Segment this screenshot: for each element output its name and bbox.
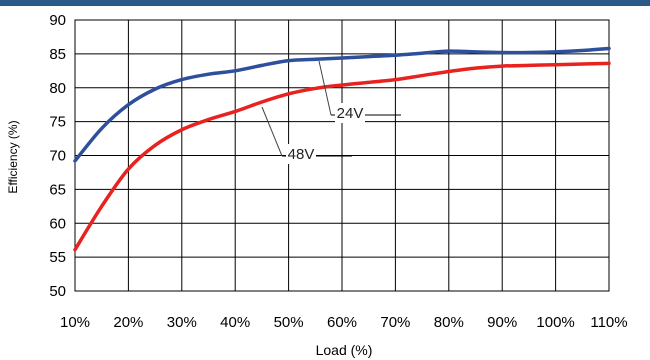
series-label-24v: 24V bbox=[337, 105, 364, 122]
series-line-24v bbox=[73, 46, 611, 163]
series-layer bbox=[73, 46, 611, 252]
leader-line bbox=[261, 106, 283, 157]
x-tick-label: 70% bbox=[380, 314, 410, 331]
x-tick-label: 10% bbox=[60, 314, 90, 331]
y-tick-label: 70 bbox=[49, 148, 66, 165]
y-tick-label: 65 bbox=[49, 181, 66, 198]
y-tick-label: 75 bbox=[49, 114, 66, 131]
x-tick-label: 110% bbox=[590, 314, 627, 331]
header-bar bbox=[0, 0, 650, 6]
series-label-48v: 48V bbox=[288, 146, 315, 163]
x-axis-title: Load (%) bbox=[316, 342, 373, 358]
series-labels: 24V 48V bbox=[261, 60, 401, 164]
series-line-48v bbox=[73, 61, 611, 252]
x-tick-label: 60% bbox=[327, 314, 357, 331]
ticks: 50 55 60 65 70 75 80 85 90 10% 20% 30% 40% 50% 60% 70% 8… bbox=[49, 12, 627, 331]
label-bg bbox=[286, 144, 316, 164]
x-tick-label: 30% bbox=[167, 314, 197, 331]
y-axis-title: Efficiency (%) bbox=[6, 120, 20, 193]
y-tick-label: 60 bbox=[49, 215, 66, 232]
x-tick-label: 20% bbox=[113, 314, 143, 331]
x-tick-label: 80% bbox=[434, 314, 464, 331]
x-tick-label: 100% bbox=[536, 314, 574, 331]
x-tick-label: 40% bbox=[220, 314, 250, 331]
leader-line bbox=[318, 60, 332, 116]
y-tick-label: 85 bbox=[49, 46, 66, 63]
y-tick-label: 80 bbox=[49, 80, 66, 97]
plot-border bbox=[74, 19, 610, 292]
y-tick-label: 90 bbox=[49, 12, 66, 29]
y-tick-label: 55 bbox=[49, 249, 66, 266]
y-tick-label: 50 bbox=[49, 283, 66, 300]
x-tick-label: 90% bbox=[487, 314, 517, 331]
label-bg bbox=[335, 103, 365, 123]
x-tick-label: 50% bbox=[274, 314, 304, 331]
